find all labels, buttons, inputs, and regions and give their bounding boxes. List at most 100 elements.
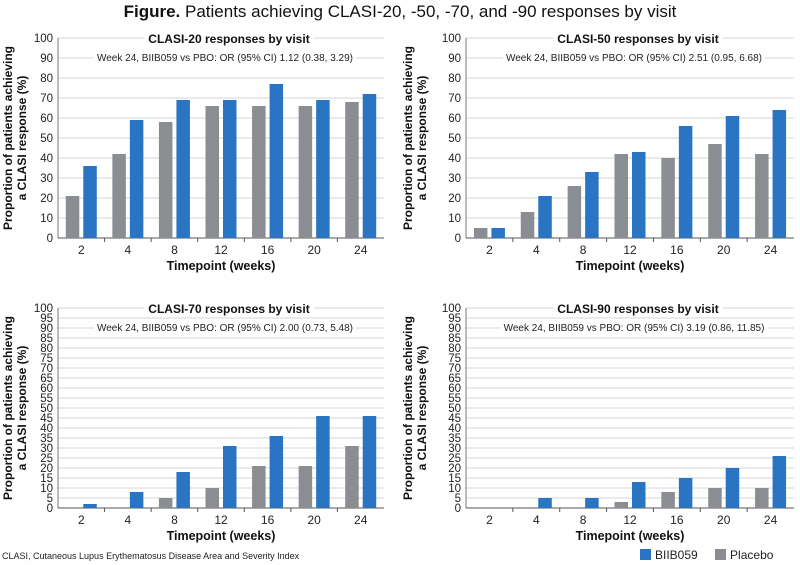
- y-tick-label: 85: [40, 333, 53, 345]
- chart-title-backing: [144, 301, 314, 317]
- x-tick-label: 24: [354, 513, 368, 527]
- bar-biib059-week-16: [678, 126, 693, 238]
- y-tick-label: 60: [448, 383, 461, 395]
- chart-annotation: Week 24, BIIB059 vs PBO: OR (95% CI) 3.1…: [504, 323, 765, 334]
- bar-placebo-week-8: [567, 186, 582, 238]
- y-tick-label: 15: [448, 473, 461, 485]
- chart-title-backing: [144, 31, 314, 47]
- bar-biib059-week-12: [632, 482, 646, 508]
- x-tick-label: 20: [307, 513, 321, 527]
- chart-annotation-backing: [500, 323, 768, 334]
- bar-biib059-week-16: [678, 478, 693, 508]
- y-tick-label: 60: [448, 113, 461, 125]
- x-tick-label: 20: [717, 513, 731, 527]
- bar-biib059-week-16: [269, 84, 284, 238]
- bar-biib059-week-4: [129, 120, 144, 238]
- bar-placebo-week-8: [158, 122, 173, 238]
- bar-placebo-week-2: [65, 196, 80, 238]
- x-tick-label: 4: [533, 243, 540, 257]
- y-tick-label: 90: [40, 53, 53, 65]
- x-tick-label: 12: [623, 513, 637, 527]
- y-axis-label-line: a CLASI response (%): [15, 76, 29, 201]
- chart-title-backing: [553, 301, 723, 317]
- y-tick-label: 95: [448, 313, 461, 325]
- bar-placebo-week-20: [298, 106, 313, 238]
- bar-biib059-week-12: [223, 100, 237, 238]
- x-tick-label: 16: [670, 513, 684, 527]
- chart-clasi-20: 0 10 20 30 40 50 60 70 80 90 100 CLASI-20 responses…: [1, 31, 384, 273]
- bar-biib059-week-2: [491, 228, 505, 238]
- x-tick-label: 12: [214, 513, 228, 527]
- chart-clasi-70: 0510152025303540455055606570758085909510…: [1, 301, 384, 543]
- y-axis-label-line: Proportion of patients achieving: [1, 316, 15, 500]
- y-tick-label: 65: [40, 373, 53, 385]
- x-tick-label: 8: [580, 243, 587, 257]
- chart-clasi-90: 0510152025303540455055606570758085909510…: [401, 301, 794, 543]
- x-tick-label: 8: [171, 513, 178, 527]
- bar-placebo-week-16: [252, 106, 266, 238]
- bar-placebo-week-16: [661, 158, 675, 238]
- y-tick-label: 70: [448, 363, 461, 375]
- bar-placebo-week-12: [205, 106, 219, 238]
- bar-biib059-week-8: [176, 100, 190, 238]
- legend-swatch-placebo: [715, 549, 727, 560]
- y-axis-label-line: Proportion of patients achieving: [401, 46, 415, 230]
- y-tick-label: 90: [448, 53, 461, 65]
- bar-placebo-week-12: [205, 488, 219, 508]
- bar-placebo-week-20: [708, 488, 722, 508]
- bar-biib059-week-24: [772, 110, 787, 238]
- bar-biib059-week-4: [538, 196, 552, 238]
- bar-placebo-week-20: [708, 144, 722, 238]
- y-tick-label: 100: [442, 33, 461, 45]
- y-tick-label: 55: [448, 393, 461, 405]
- y-tick-label: 0: [47, 503, 53, 515]
- y-tick-label: 60: [40, 113, 53, 125]
- chart-title: CLASI-50 responses by visit: [557, 32, 718, 46]
- legend-item-placebo: Placebo: [715, 548, 773, 562]
- x-tick-label: 8: [171, 243, 178, 257]
- legend-item-biib059: BIIB059: [640, 548, 698, 562]
- bar-biib059-week-4: [129, 492, 144, 508]
- x-tick-label: 12: [623, 243, 637, 257]
- y-tick-label: 55: [40, 393, 53, 405]
- y-axis-label-line: a CLASI response (%): [15, 346, 29, 471]
- bar-biib059-week-12: [223, 446, 237, 508]
- y-tick-label: 75: [448, 353, 461, 365]
- x-tick-label: 8: [580, 513, 587, 527]
- y-tick-label: 30: [448, 173, 461, 185]
- bar-placebo-week-4: [520, 212, 535, 238]
- x-axis-label: Timepoint (weeks): [576, 259, 685, 273]
- y-tick-label: 20: [448, 463, 461, 475]
- x-axis-label: Timepoint (weeks): [576, 529, 685, 543]
- bar-placebo-week-16: [661, 492, 675, 508]
- y-tick-label: 60: [40, 383, 53, 395]
- y-tick-label: 50: [40, 403, 53, 415]
- y-tick-label: 90: [40, 323, 53, 335]
- x-tick-label: 2: [486, 513, 493, 527]
- y-axis-label-line: Proportion of patients achieving: [401, 316, 415, 500]
- x-tick-label: 2: [78, 513, 85, 527]
- figure-title-bold: Figure.: [123, 2, 181, 21]
- chart-title: CLASI-90 responses by visit: [557, 302, 718, 316]
- x-axis-label: Timepoint (weeks): [167, 259, 276, 273]
- y-tick-label: 20: [40, 193, 53, 205]
- y-tick-label: 10: [448, 213, 461, 225]
- y-tick-label: 10: [40, 213, 53, 225]
- y-tick-label: 80: [448, 73, 461, 85]
- y-tick-label: 100: [34, 303, 53, 315]
- y-tick-label: 70: [40, 93, 53, 105]
- bar-placebo-week-24: [755, 154, 769, 238]
- bar-biib059-week-2: [83, 504, 97, 508]
- y-tick-label: 40: [40, 153, 53, 165]
- y-tick-label: 90: [448, 323, 461, 335]
- legend-label-biib059: BIIB059: [655, 548, 698, 562]
- x-tick-label: 12: [214, 243, 228, 257]
- bar-placebo-week-24: [345, 102, 359, 238]
- x-axis-label: Timepoint (weeks): [167, 529, 276, 543]
- bar-biib059-week-20: [725, 468, 740, 508]
- y-tick-label: 10: [40, 483, 53, 495]
- x-tick-label: 2: [486, 243, 493, 257]
- y-tick-label: 45: [40, 413, 53, 425]
- y-tick-label: 25: [40, 453, 53, 465]
- x-tick-label: 20: [307, 243, 321, 257]
